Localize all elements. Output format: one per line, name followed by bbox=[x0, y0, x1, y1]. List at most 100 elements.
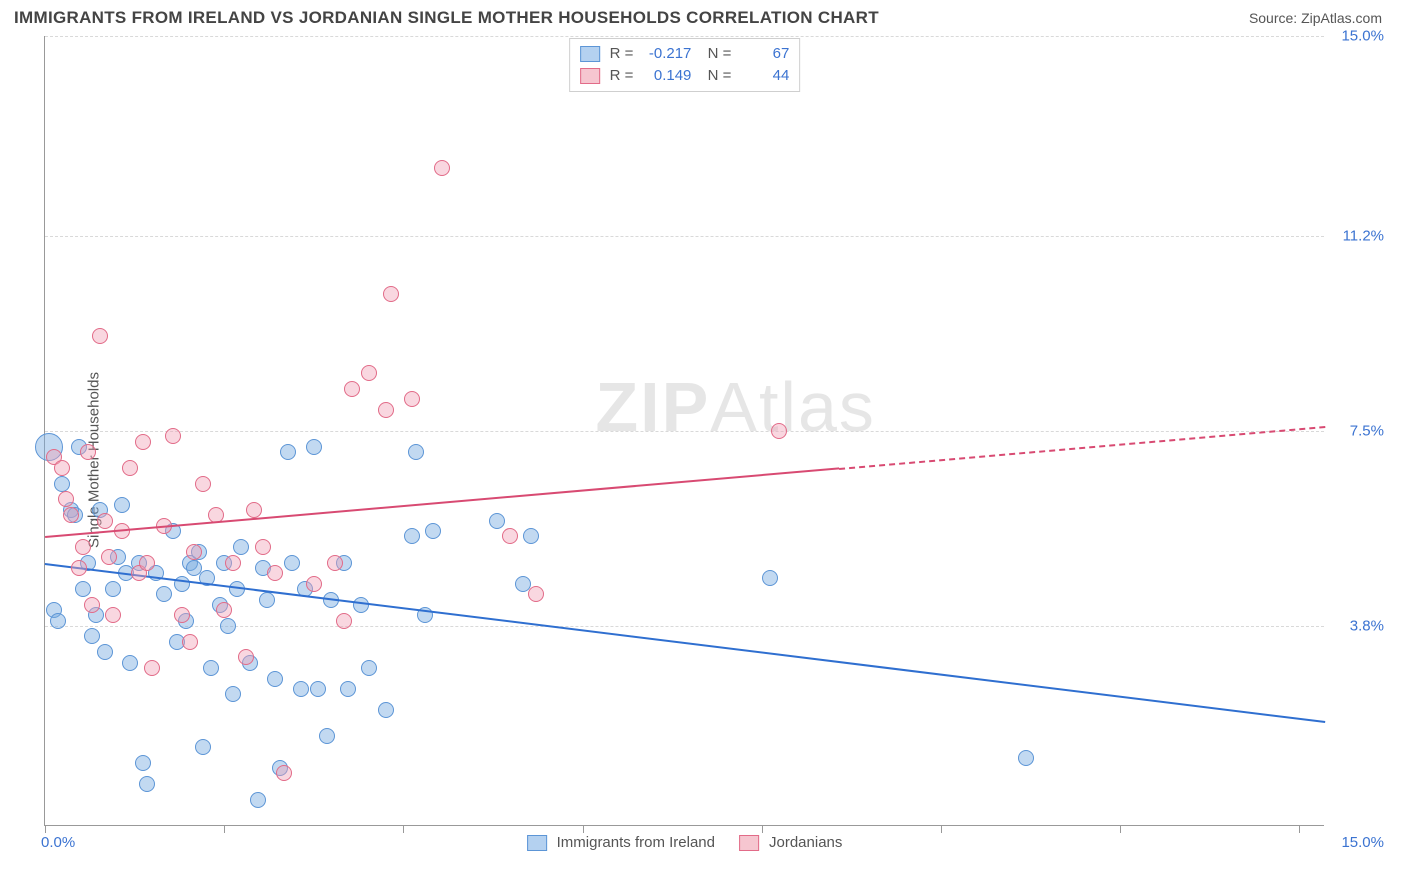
data-point-ireland bbox=[50, 613, 66, 629]
data-point-ireland bbox=[340, 681, 356, 697]
data-point-ireland bbox=[225, 686, 241, 702]
data-point-ireland bbox=[54, 476, 70, 492]
data-point-jordan bbox=[246, 502, 262, 518]
gridline bbox=[45, 431, 1324, 432]
series-legend: Immigrants from Ireland Jordanians bbox=[527, 834, 843, 851]
data-point-ireland bbox=[174, 576, 190, 592]
y-tick-label: 11.2% bbox=[1330, 228, 1384, 245]
data-point-ireland bbox=[203, 660, 219, 676]
data-point-jordan bbox=[502, 528, 518, 544]
swatch-icon bbox=[527, 835, 547, 851]
data-point-jordan bbox=[54, 460, 70, 476]
data-point-jordan bbox=[144, 660, 160, 676]
x-min-label: 0.0% bbox=[41, 834, 75, 851]
swatch-icon bbox=[580, 68, 600, 84]
x-tick bbox=[941, 825, 942, 833]
x-tick bbox=[403, 825, 404, 833]
legend-label: Jordanians bbox=[769, 834, 842, 851]
correlation-legend: R = -0.217 N = 67 R = 0.149 N = 44 bbox=[569, 38, 801, 92]
data-point-jordan bbox=[71, 560, 87, 576]
data-point-ireland bbox=[233, 539, 249, 555]
data-point-jordan bbox=[383, 286, 399, 302]
data-point-jordan bbox=[434, 160, 450, 176]
data-point-ireland bbox=[762, 570, 778, 586]
data-point-ireland bbox=[220, 618, 236, 634]
y-tick-label: 3.8% bbox=[1330, 617, 1384, 634]
data-point-ireland bbox=[408, 444, 424, 460]
y-tick-label: 15.0% bbox=[1330, 28, 1384, 45]
data-point-ireland bbox=[404, 528, 420, 544]
data-point-jordan bbox=[97, 513, 113, 529]
data-point-jordan bbox=[58, 491, 74, 507]
data-point-jordan bbox=[336, 613, 352, 629]
data-point-jordan bbox=[195, 476, 211, 492]
data-point-ireland bbox=[114, 497, 130, 513]
data-point-jordan bbox=[528, 586, 544, 602]
data-point-jordan bbox=[238, 649, 254, 665]
r-label: R = bbox=[610, 65, 634, 87]
data-point-ireland bbox=[361, 660, 377, 676]
scatter-plot: ZIPAtlas R = -0.217 N = 67 R = 0.149 N =… bbox=[44, 36, 1324, 826]
data-point-jordan bbox=[92, 328, 108, 344]
data-point-ireland bbox=[306, 439, 322, 455]
data-point-ireland bbox=[523, 528, 539, 544]
data-point-jordan bbox=[276, 765, 292, 781]
watermark: ZIPAtlas bbox=[595, 367, 876, 447]
gridline bbox=[45, 236, 1324, 237]
r-value: 0.149 bbox=[639, 65, 691, 87]
data-point-ireland bbox=[135, 755, 151, 771]
data-point-jordan bbox=[216, 602, 232, 618]
data-point-jordan bbox=[344, 381, 360, 397]
data-point-jordan bbox=[122, 460, 138, 476]
data-point-jordan bbox=[404, 391, 420, 407]
trend-line bbox=[839, 426, 1326, 470]
swatch-icon bbox=[739, 835, 759, 851]
x-tick bbox=[583, 825, 584, 833]
data-point-jordan bbox=[267, 565, 283, 581]
data-point-ireland bbox=[1018, 750, 1034, 766]
data-point-jordan bbox=[80, 444, 96, 460]
gridline bbox=[45, 626, 1324, 627]
data-point-jordan bbox=[63, 507, 79, 523]
data-point-jordan bbox=[327, 555, 343, 571]
data-point-jordan bbox=[255, 539, 271, 555]
data-point-ireland bbox=[75, 581, 91, 597]
data-point-ireland bbox=[293, 681, 309, 697]
x-tick bbox=[45, 825, 46, 833]
chart-title: IMMIGRANTS FROM IRELAND VS JORDANIAN SIN… bbox=[14, 8, 879, 28]
x-tick bbox=[1299, 825, 1300, 833]
r-label: R = bbox=[610, 43, 634, 65]
n-value: 44 bbox=[737, 65, 789, 87]
data-point-jordan bbox=[84, 597, 100, 613]
x-tick bbox=[224, 825, 225, 833]
legend-row-jordan: R = 0.149 N = 44 bbox=[580, 65, 790, 87]
data-point-jordan bbox=[182, 634, 198, 650]
r-value: -0.217 bbox=[639, 43, 691, 65]
data-point-ireland bbox=[250, 792, 266, 808]
data-point-ireland bbox=[139, 776, 155, 792]
data-point-ireland bbox=[280, 444, 296, 460]
data-point-jordan bbox=[306, 576, 322, 592]
data-point-jordan bbox=[225, 555, 241, 571]
data-point-jordan bbox=[165, 428, 181, 444]
data-point-jordan bbox=[135, 434, 151, 450]
x-tick bbox=[1120, 825, 1121, 833]
chart-source: Source: ZipAtlas.com bbox=[1249, 10, 1382, 26]
legend-row-ireland: R = -0.217 N = 67 bbox=[580, 43, 790, 65]
data-point-jordan bbox=[105, 607, 121, 623]
n-label: N = bbox=[708, 43, 732, 65]
data-point-ireland bbox=[378, 702, 394, 718]
data-point-ireland bbox=[195, 739, 211, 755]
y-tick-label: 7.5% bbox=[1330, 423, 1384, 440]
data-point-jordan bbox=[174, 607, 190, 623]
data-point-ireland bbox=[310, 681, 326, 697]
data-point-ireland bbox=[425, 523, 441, 539]
data-point-jordan bbox=[75, 539, 91, 555]
x-tick bbox=[762, 825, 763, 833]
data-point-jordan bbox=[378, 402, 394, 418]
data-point-ireland bbox=[319, 728, 335, 744]
n-label: N = bbox=[708, 65, 732, 87]
data-point-ireland bbox=[489, 513, 505, 529]
n-value: 67 bbox=[737, 43, 789, 65]
swatch-icon bbox=[580, 46, 600, 62]
